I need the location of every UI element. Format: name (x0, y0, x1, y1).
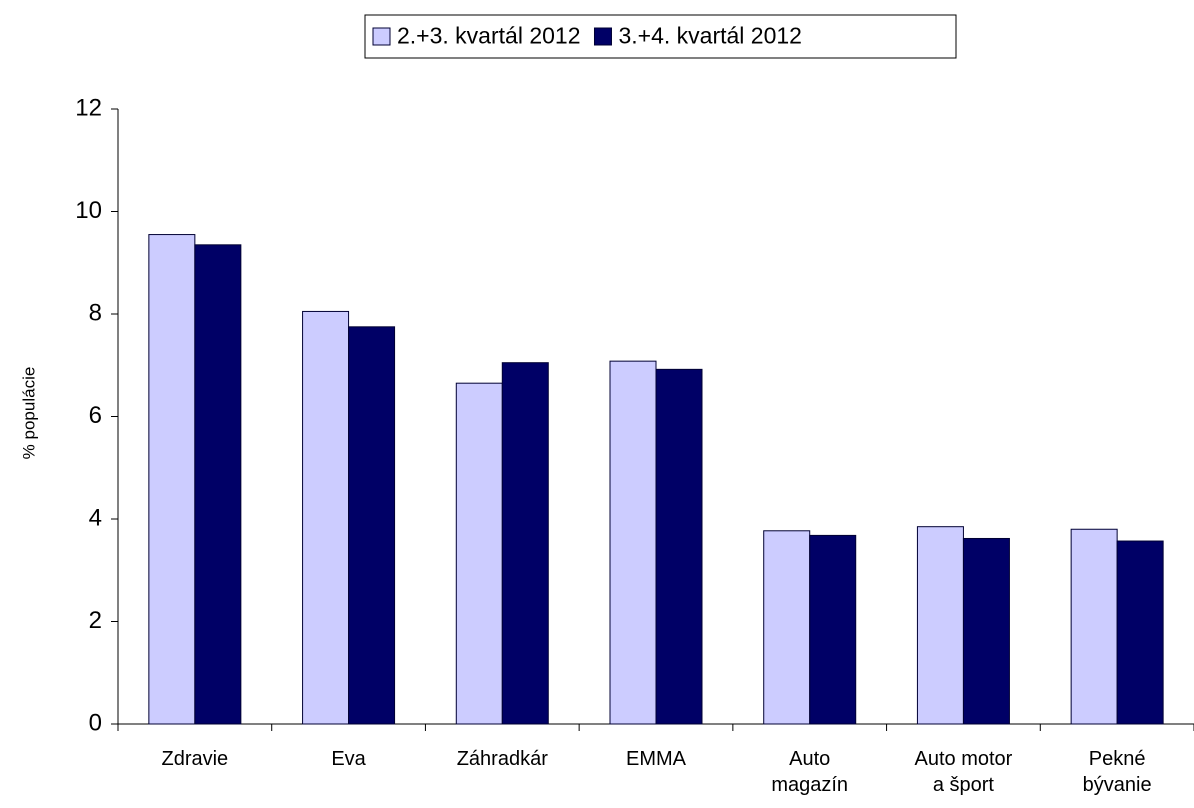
x-tick-label: Auto motor a šport (914, 748, 1013, 796)
y-axis-label: % populácie (19, 367, 38, 460)
x-tick-label: Auto magazín (771, 748, 849, 796)
x-tick-label: EMMA (626, 748, 686, 770)
legend-box (364, 14, 957, 59)
bar (916, 526, 964, 725)
bar (348, 326, 396, 725)
bar (962, 537, 1010, 725)
bar (1116, 540, 1164, 725)
y-tick-label: 10 (75, 197, 102, 224)
y-tick-label: 2 (89, 607, 102, 634)
x-tick-label: Zdravie (161, 748, 229, 770)
bar (809, 534, 857, 725)
bar (302, 310, 350, 725)
x-tick-label: Eva (331, 748, 366, 770)
bar (148, 234, 196, 725)
y-tick-label: 0 (89, 709, 102, 736)
y-tick-label: 6 (89, 402, 102, 429)
legend-swatch (372, 27, 391, 46)
bar (609, 360, 657, 725)
y-tick-label: 12 (75, 94, 102, 121)
bar (194, 244, 242, 725)
legend-label: 2.+3. kvartál 2012 (397, 23, 580, 49)
y-tick-label: 8 (89, 299, 102, 326)
bar (655, 368, 703, 725)
bar (455, 382, 503, 725)
bar (1070, 528, 1118, 725)
y-tick-label: 4 (89, 504, 102, 531)
x-tick-label: Záhradkár (456, 748, 548, 770)
x-tick-label: Pekné bývanie (1082, 748, 1152, 796)
bar (501, 362, 549, 725)
legend-swatch (593, 27, 612, 46)
bar (763, 530, 811, 725)
legend-label: 3.+4. kvartál 2012 (618, 23, 801, 49)
